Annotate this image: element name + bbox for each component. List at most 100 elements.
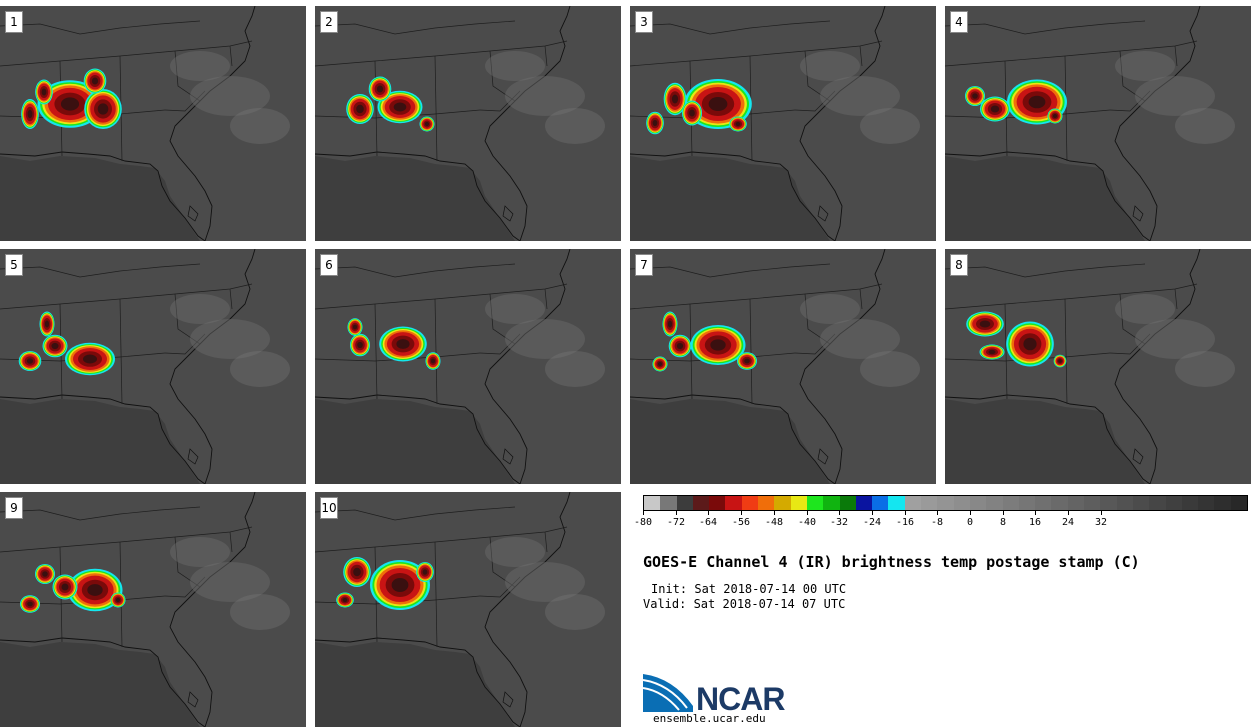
colorbar-swatch	[1165, 496, 1182, 510]
colorbar-tick	[937, 511, 938, 515]
colorbar-swatch	[758, 496, 775, 510]
colorbar-swatch	[806, 496, 824, 510]
colorbar-swatch	[1230, 496, 1247, 510]
colorbar-tick	[905, 511, 906, 515]
colorbar-tick-label: -8	[930, 517, 944, 528]
colorbar-swatch	[790, 496, 807, 510]
map-image	[630, 6, 936, 241]
colorbar-tick	[970, 511, 971, 515]
storm-cell	[682, 100, 702, 126]
colorbar-swatch	[692, 496, 710, 510]
colorbar-tick	[807, 511, 808, 515]
colorbar-tick-label: 32	[1094, 517, 1108, 528]
map-image	[0, 6, 306, 241]
map-image	[945, 249, 1251, 484]
panel-number: 8	[950, 254, 968, 276]
storm-cell	[980, 96, 1010, 122]
colorbar-swatch	[872, 496, 889, 510]
colorbar-swatch	[644, 496, 661, 510]
colorbar-swatch	[676, 496, 693, 510]
map-panel-7: 7	[630, 249, 936, 484]
map-image	[630, 249, 936, 484]
map-panel-10: 10	[315, 492, 621, 727]
colorbar-swatch	[921, 496, 938, 510]
colorbar-swatch	[1067, 496, 1085, 510]
storm-cell	[368, 76, 392, 102]
storm-cell	[110, 592, 126, 608]
colorbar-swatch	[1214, 496, 1231, 510]
colorbar-tick-label: 24	[1061, 517, 1075, 528]
colorbar-tick	[774, 511, 775, 515]
colorbar-swatch	[937, 496, 954, 510]
storm-cell	[1053, 354, 1067, 368]
map-image	[0, 492, 306, 727]
storm-cell	[84, 89, 122, 129]
colorbar-tick	[1035, 511, 1036, 515]
storm-cell	[20, 595, 40, 613]
storm-cell	[39, 311, 55, 337]
panel-number: 10	[320, 497, 338, 519]
colorbar-tick	[643, 511, 644, 515]
storm-cell	[965, 86, 985, 106]
colorbar-swatch	[855, 496, 873, 510]
storm-cell	[343, 557, 371, 587]
colorbar-swatch	[1084, 496, 1101, 510]
colorbar-swatch	[774, 496, 791, 510]
storm-cell	[663, 82, 687, 116]
storm-cell	[42, 334, 68, 358]
map-image	[945, 6, 1251, 241]
storm-cell	[425, 352, 441, 370]
storm-cell	[1047, 108, 1063, 124]
map-panel-2: 2	[315, 6, 621, 241]
colorbar-tick	[676, 511, 677, 515]
map-panel-6: 6	[315, 249, 621, 484]
colorbar-swatch	[904, 496, 922, 510]
colorbar-swatch	[1132, 496, 1150, 510]
colorbar-tick	[872, 511, 873, 515]
storm-cell	[52, 574, 78, 600]
storm-cell	[379, 326, 427, 362]
colorbar-swatch	[1149, 496, 1166, 510]
colorbar	[643, 495, 1248, 511]
storm-cell	[1006, 321, 1054, 367]
colorbar-tick-label: -24	[862, 517, 882, 528]
colorbar-tick	[1068, 511, 1069, 515]
map-image	[315, 6, 621, 241]
storm-cell	[416, 562, 434, 582]
colorbar-tick	[839, 511, 840, 515]
panel-number: 3	[635, 11, 653, 33]
storm-cell	[646, 111, 664, 135]
colorbar-tick-label: 16	[1028, 517, 1042, 528]
colorbar-tick	[1003, 511, 1004, 515]
colorbar-swatch	[1002, 496, 1019, 510]
map-panel-8: 8	[945, 249, 1251, 484]
map-panel-5: 5	[0, 249, 306, 484]
colorbar-tick-label: -16	[895, 517, 915, 528]
valid-time: Valid: Sat 2018-07-14 07 UTC	[643, 597, 846, 611]
map-image	[315, 249, 621, 484]
panel-number: 7	[635, 254, 653, 276]
storm-cell	[737, 352, 757, 370]
colorbar-swatch	[986, 496, 1003, 510]
colorbar-tick-label: -56	[731, 517, 751, 528]
colorbar-swatch	[725, 496, 742, 510]
colorbar-swatch	[1100, 496, 1117, 510]
init-time: Init: Sat 2018-07-14 00 UTC	[651, 582, 847, 596]
colorbar-swatch	[1116, 496, 1133, 510]
storm-cell	[662, 311, 678, 337]
map-image	[315, 492, 621, 727]
panel-number: 9	[5, 497, 23, 519]
map-panel-3: 3	[630, 6, 936, 241]
storm-cell	[21, 99, 39, 129]
colorbar-swatch	[660, 496, 677, 510]
colorbar-tick-label: -48	[764, 517, 784, 528]
colorbar-tick-label: -64	[698, 517, 718, 528]
panel-number: 6	[320, 254, 338, 276]
storm-cell	[35, 564, 55, 584]
colorbar-swatch	[1018, 496, 1036, 510]
storm-cell	[652, 356, 668, 372]
storm-cell	[83, 68, 107, 94]
storm-cell	[966, 311, 1004, 337]
map-image	[0, 249, 306, 484]
colorbar-swatch	[888, 496, 905, 510]
